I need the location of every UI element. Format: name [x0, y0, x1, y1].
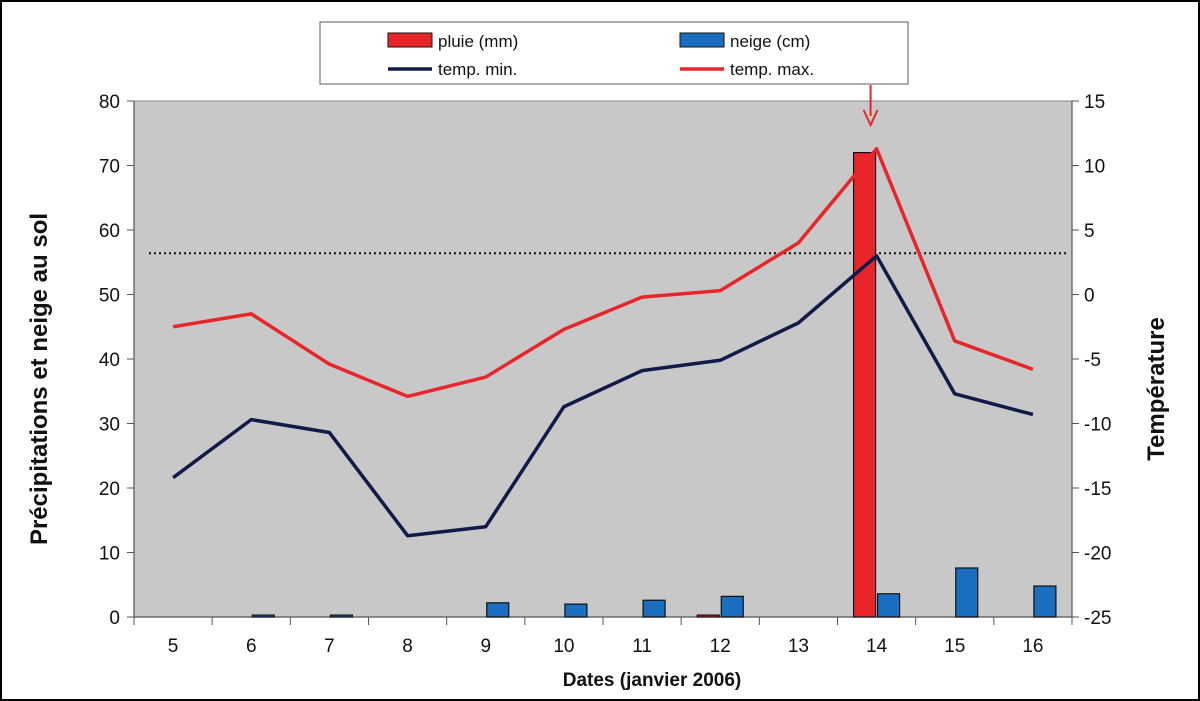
rain-bar — [696, 614, 720, 618]
y2-tick-label: 5 — [1084, 221, 1095, 242]
legend-label-snow: neige (cm) — [730, 32, 810, 51]
snow-bar — [642, 599, 666, 618]
snow-bar — [486, 602, 510, 618]
x-tick-label: 8 — [402, 636, 413, 657]
legend-swatch-snow — [679, 32, 725, 48]
x-tick-label: 16 — [1022, 636, 1043, 657]
legend-swatch-rain — [387, 32, 433, 48]
y2-tick-label: -5 — [1084, 350, 1101, 371]
y-tick-label: 80 — [99, 92, 120, 113]
temp-min-line — [172, 254, 1034, 538]
x-axis-title: Dates (janvier 2006) — [563, 670, 742, 691]
snow-bar — [1033, 585, 1057, 618]
x-tick-label: 5 — [168, 636, 179, 657]
x-tick-label: 9 — [480, 636, 491, 657]
x-tick-label: 7 — [324, 636, 335, 657]
annotation-arrow-head — [862, 109, 879, 128]
x-tick-label: 12 — [710, 636, 731, 657]
snow-bar — [955, 567, 979, 618]
x-tick-label: 14 — [866, 636, 888, 657]
x-tick-label: 15 — [944, 636, 965, 657]
temp-max-line — [172, 146, 1034, 399]
legend-label-temp-min: temp. min. — [438, 60, 517, 79]
y2-tick-label: -10 — [1084, 415, 1111, 436]
y2-tick-label: -25 — [1084, 608, 1111, 629]
y2-tick-label: 0 — [1084, 286, 1095, 307]
y-tick-label: 0 — [109, 608, 120, 629]
y-tick-label: 50 — [99, 286, 120, 307]
y-axis-title: Précipitations et neige au sol — [26, 213, 53, 545]
y-tick-label: 20 — [99, 479, 120, 500]
legend-label-rain: pluie (mm) — [438, 32, 518, 51]
y-tick-label: 30 — [99, 415, 120, 436]
x-tick-label: 11 — [632, 636, 652, 657]
y-tick-label: 60 — [99, 221, 120, 242]
y2-tick-label: -20 — [1084, 544, 1111, 565]
x-tick-label: 6 — [246, 636, 257, 657]
plot-area — [133, 100, 1073, 618]
legend-box — [319, 21, 909, 85]
snow-bar — [251, 614, 275, 618]
x-tick-label: 13 — [788, 636, 809, 657]
snow-bar — [876, 593, 901, 618]
y2-tick-label: -15 — [1084, 479, 1111, 500]
x-tick-label: 10 — [553, 636, 574, 657]
y2-tick-label: 15 — [1084, 92, 1105, 113]
y2-tick-label: 10 — [1084, 157, 1105, 178]
y-tick-label: 70 — [99, 157, 120, 178]
y2-axis-title: Température — [1143, 317, 1170, 461]
rain-bar — [852, 152, 877, 618]
legend-label-temp-max: temp. max. — [730, 60, 814, 79]
y-tick-label: 40 — [99, 350, 120, 371]
y-tick-label: 10 — [99, 544, 120, 565]
snow-bar — [720, 595, 744, 618]
snow-bar — [329, 614, 354, 618]
snow-bar — [564, 603, 588, 618]
